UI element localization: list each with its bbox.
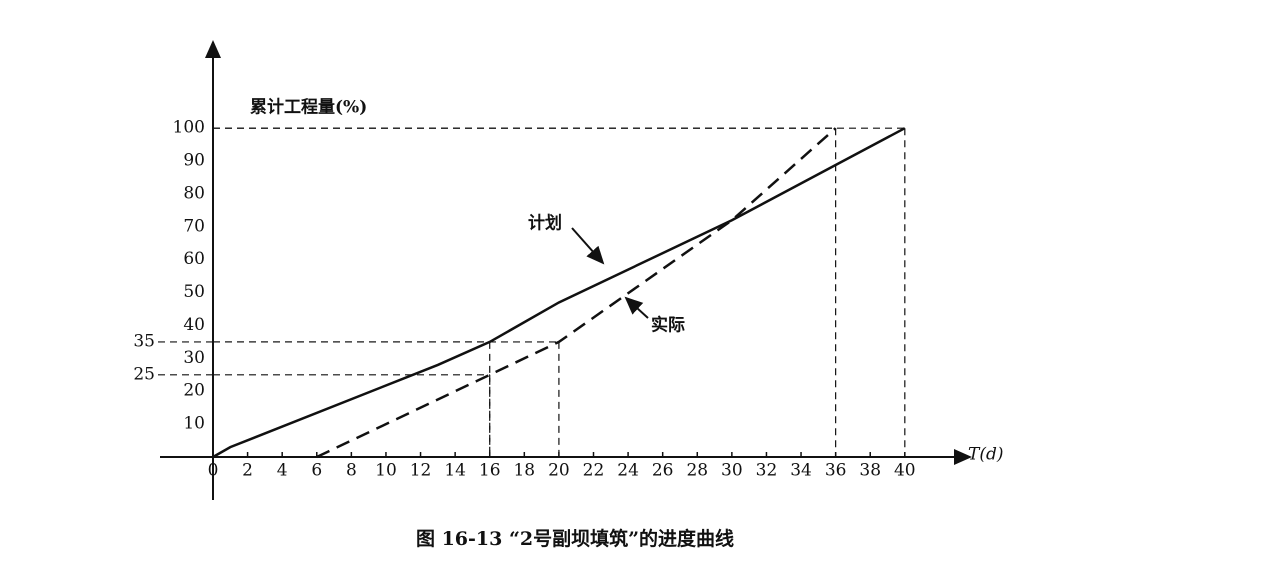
- y-tick-label: 70: [183, 216, 205, 236]
- x-tick-label: 18: [513, 461, 535, 481]
- x-tick-label: 12: [410, 461, 432, 481]
- x-tick-label: 0: [208, 461, 219, 481]
- y-tick-label: 30: [183, 348, 205, 368]
- series-label: 计划: [528, 213, 562, 234]
- x-tick-label: 4: [277, 461, 288, 481]
- x-tick-label: 34: [790, 461, 812, 481]
- x-tick-label: 30: [721, 461, 743, 481]
- y-tick-label: 90: [183, 151, 205, 171]
- x-tick-label: 14: [444, 461, 466, 481]
- x-tick-label: 10: [375, 461, 397, 481]
- y-tick-label: 80: [183, 183, 205, 203]
- y-tick-label: 100: [173, 118, 205, 138]
- x-tick-label: 6: [311, 461, 322, 481]
- y-tick-label: 50: [183, 282, 205, 302]
- y-tick-label: 25: [133, 364, 155, 384]
- y-tick-label: 60: [183, 249, 205, 269]
- y-axis-label: 累计工程量(%): [250, 97, 367, 118]
- x-tick-label: 20: [548, 461, 570, 481]
- x-tick-label: 32: [756, 461, 778, 481]
- annotation-arrow: [624, 296, 649, 319]
- series-line: [316, 127, 837, 459]
- y-tick-label: 20: [183, 381, 205, 401]
- x-axis-label: T(d): [968, 445, 1004, 465]
- y-tick-label: 35: [133, 331, 155, 351]
- x-tick-label: 22: [583, 461, 605, 481]
- series-line: [212, 127, 906, 459]
- x-tick-label: 8: [346, 461, 357, 481]
- y-tick-label: 10: [183, 414, 205, 434]
- annotation-arrow: [571, 227, 605, 265]
- x-tick-label: 28: [686, 461, 708, 481]
- y-tick-label: 40: [183, 315, 205, 335]
- x-tick-label: 26: [652, 461, 674, 481]
- caption: 图 16-13 “2号副坝填筑”的进度曲线: [416, 527, 734, 550]
- x-tick-label: 38: [859, 461, 881, 481]
- x-tick-label: 2: [242, 461, 253, 481]
- series-label: 实际: [651, 315, 685, 336]
- x-tick-label: 36: [825, 461, 847, 481]
- x-tick-label: 16: [479, 461, 501, 481]
- x-tick-label: 24: [617, 461, 639, 481]
- x-tick-label: 40: [894, 461, 916, 481]
